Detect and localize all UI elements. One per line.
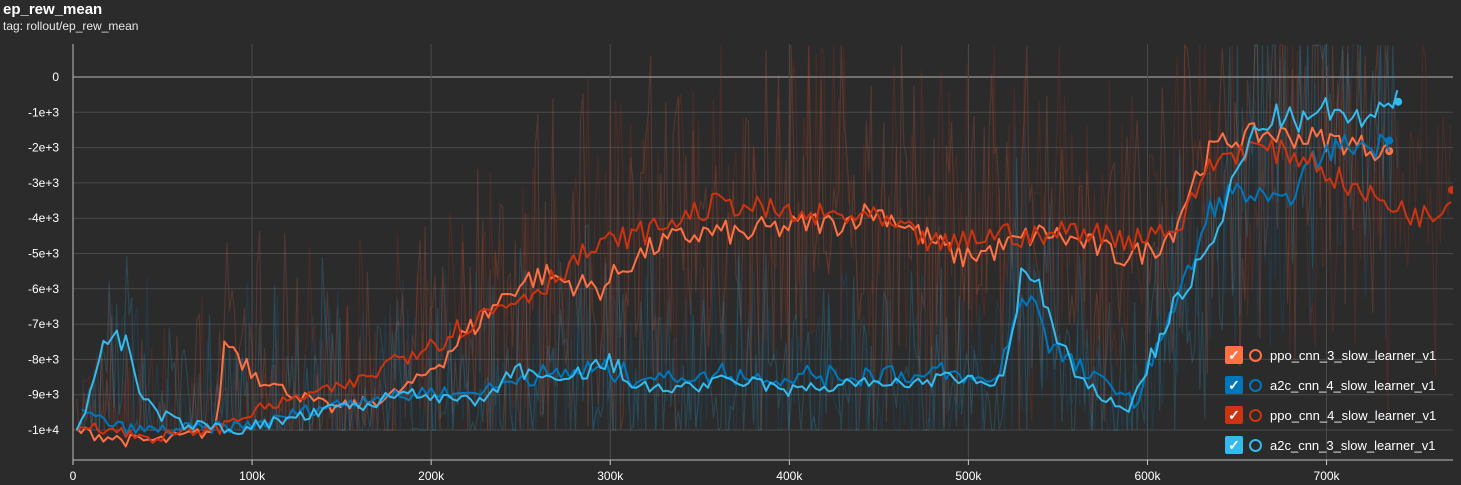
raw-trace <box>76 44 1389 431</box>
x-tick-label: 500k <box>955 469 982 483</box>
legend-checkbox[interactable]: ✓ <box>1225 406 1243 424</box>
check-icon: ✓ <box>1228 407 1240 423</box>
chart-title: ep_rew_mean <box>3 1 103 18</box>
y-tick-label: -3e+3 <box>28 176 59 190</box>
legend-item-ppo-cnn-3[interactable]: ✓ ppo_cnn_3_slow_learner_v1 <box>1225 340 1457 370</box>
series-lines <box>75 89 1453 448</box>
y-tick-label: -1e+4 <box>28 423 59 437</box>
legend-circle-icon <box>1249 408 1262 422</box>
check-icon: ✓ <box>1228 377 1240 393</box>
check-icon: ✓ <box>1228 437 1240 453</box>
legend-circle-icon <box>1249 348 1262 362</box>
legend-checkbox[interactable]: ✓ <box>1225 346 1243 364</box>
y-tick-label: -8e+3 <box>28 352 59 366</box>
legend: ✓ ppo_cnn_3_slow_learner_v1 ✓ a2c_cnn_4_… <box>1225 340 1457 460</box>
raw-trace <box>76 45 1452 432</box>
axes: 0 -1e+3 -2e+3 -3e+3 -4e+3 -5e+3 -6e+3 -7e+3 -8e+… <box>28 44 1453 483</box>
y-tick-label: -9e+3 <box>28 388 59 402</box>
x-tick-label: 700k <box>1314 469 1341 483</box>
y-tick-label: -6e+3 <box>28 282 59 296</box>
legend-item-ppo-cnn-4[interactable]: ✓ ppo_cnn_4_slow_learner_v1 <box>1225 400 1457 430</box>
raw-trace <box>76 44 1399 433</box>
legend-label: a2c_cnn_4_slow_learner_v1 <box>1270 377 1436 393</box>
y-tick-label: 0 <box>52 70 59 84</box>
x-tick-label: 200k <box>418 469 445 483</box>
series-endpoint <box>1385 136 1394 145</box>
x-tick-label: 100k <box>239 469 266 483</box>
series-endpoint <box>1447 185 1453 194</box>
legend-label: ppo_cnn_3_slow_learner_v1 <box>1270 347 1437 363</box>
y-tick-label: -4e+3 <box>28 211 59 225</box>
x-tick-label: 600k <box>1134 469 1161 483</box>
legend-label: ppo_cnn_4_slow_learner_v1 <box>1270 407 1437 423</box>
legend-item-a2c-cnn-3[interactable]: ✓ a2c_cnn_3_slow_learner_v1 <box>1225 430 1457 460</box>
legend-circle-icon <box>1249 378 1262 392</box>
chart-tag: tag: rollout/ep_rew_mean <box>3 19 139 33</box>
y-tick-label: -5e+3 <box>28 247 59 261</box>
y-tick-label: -1e+3 <box>28 105 59 119</box>
x-tick-label: 300k <box>597 469 624 483</box>
check-icon: ✓ <box>1228 347 1240 363</box>
x-tick-label: 0 <box>70 469 77 483</box>
series-endpoint <box>1394 97 1403 106</box>
series-line-ppo_cnn_4_slow_learner_v1[interactable] <box>75 138 1452 444</box>
legend-checkbox[interactable]: ✓ <box>1225 376 1243 394</box>
y-tick-label: -2e+3 <box>28 141 59 155</box>
legend-item-a2c-cnn-4[interactable]: ✓ a2c_cnn_4_slow_learner_v1 <box>1225 370 1457 400</box>
legend-label: a2c_cnn_3_slow_learner_v1 <box>1270 437 1436 453</box>
legend-checkbox[interactable]: ✓ <box>1225 436 1243 454</box>
legend-circle-icon <box>1249 438 1262 452</box>
y-tick-label: -7e+3 <box>28 317 59 331</box>
series-line-a2c_cnn_3_slow_learner_v1[interactable] <box>75 89 1399 435</box>
x-tick-label: 400k <box>776 469 803 483</box>
